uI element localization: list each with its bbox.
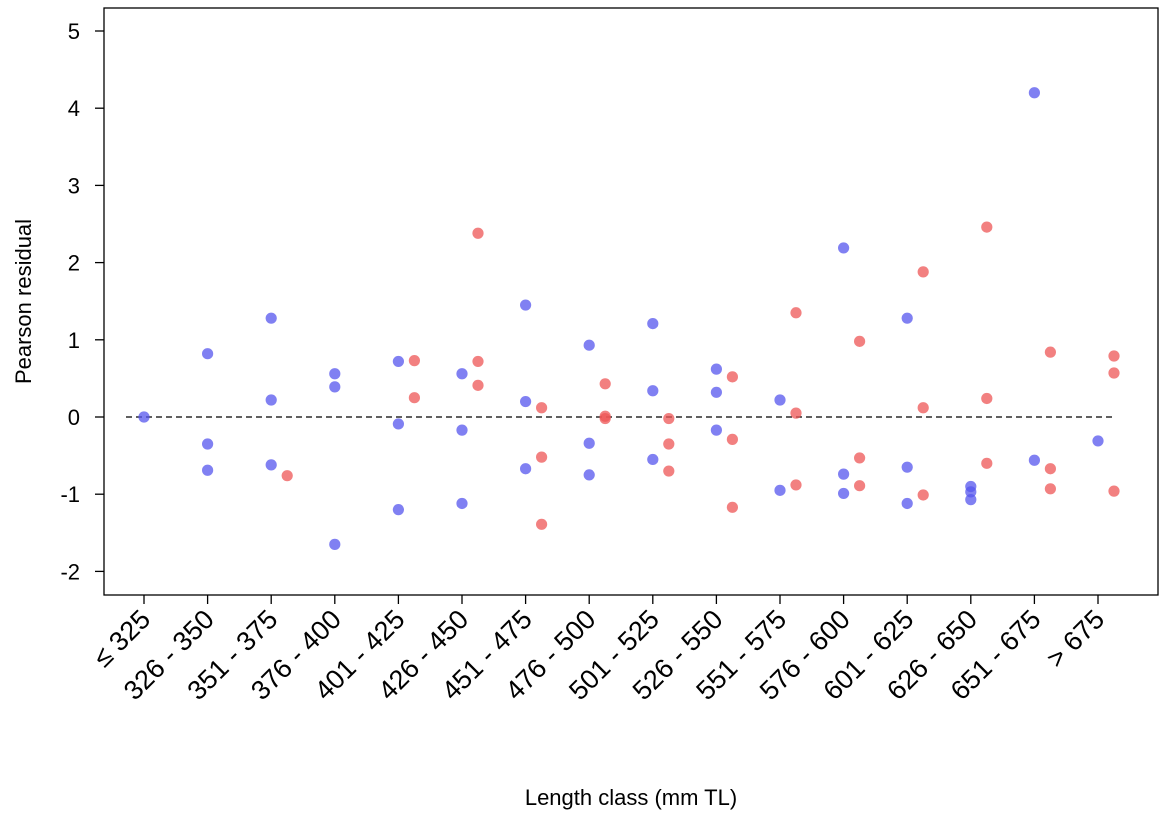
data-point [854, 452, 866, 464]
y-tick-label: 5 [68, 19, 80, 44]
data-point [536, 402, 548, 414]
y-axis: -2 -1 0 1 2 3 4 5 [60, 19, 104, 584]
data-point [265, 394, 277, 406]
data-point [663, 438, 675, 450]
data-point [583, 339, 595, 351]
y-tick-label: 2 [68, 251, 80, 276]
data-point [202, 348, 214, 360]
data-point [392, 355, 404, 368]
data-point [1028, 454, 1040, 466]
data-point [456, 497, 468, 510]
data-point [981, 457, 993, 469]
data-point [472, 379, 484, 391]
data-point [520, 299, 532, 311]
data-point [392, 504, 404, 516]
data-point [981, 221, 993, 233]
data-point [1108, 350, 1120, 362]
data-point [1044, 463, 1056, 475]
data-point [901, 461, 913, 473]
data-point [981, 392, 993, 405]
plot-frame [103, 7, 1159, 596]
data-point [456, 368, 468, 380]
data-point [917, 489, 929, 501]
data-point [265, 312, 277, 324]
data-point [663, 412, 675, 425]
y-tick-label: -2 [60, 559, 80, 584]
data-point [710, 424, 723, 436]
data-point [1108, 367, 1120, 379]
data-point [790, 407, 802, 419]
data-point [1044, 346, 1056, 358]
data-point [329, 381, 341, 393]
data-point [1044, 483, 1056, 495]
data-point [265, 459, 277, 471]
data-point [520, 463, 532, 475]
data-point [408, 355, 420, 367]
data-point [599, 412, 611, 425]
data-point [965, 486, 977, 498]
data-point [1092, 435, 1104, 447]
y-tick-label: 1 [68, 328, 80, 353]
data-point [774, 394, 786, 406]
data-point [726, 433, 739, 445]
data-point [583, 437, 595, 449]
data-point [536, 451, 548, 463]
y-axis-title: Pearson residual [11, 219, 36, 384]
data-point [647, 385, 659, 397]
data-point [838, 242, 850, 254]
y-tick-label: -1 [60, 482, 80, 507]
data-point [138, 411, 150, 423]
data-point [790, 307, 802, 319]
data-points [138, 87, 1120, 550]
data-point [599, 378, 611, 390]
data-point [472, 355, 484, 368]
data-point [329, 368, 341, 380]
data-point [854, 335, 866, 347]
data-point [663, 465, 675, 477]
data-point [536, 518, 548, 530]
data-point [774, 484, 786, 496]
x-tick-label: > 675 [1041, 604, 1111, 674]
y-tick-label: 0 [68, 405, 80, 430]
data-point [1028, 87, 1040, 99]
data-point [710, 386, 723, 398]
data-point [726, 501, 739, 513]
data-point [202, 438, 214, 450]
data-point [854, 480, 866, 492]
data-point [583, 469, 595, 481]
data-point [1108, 485, 1120, 497]
data-point [408, 392, 420, 404]
data-point [647, 453, 659, 466]
data-point [838, 468, 850, 480]
data-point [710, 363, 723, 375]
data-point [965, 494, 977, 506]
data-point [520, 395, 532, 408]
data-point [790, 479, 802, 491]
data-point [838, 487, 850, 500]
data-point [329, 538, 341, 550]
data-point [456, 424, 468, 436]
data-point [472, 227, 484, 239]
data-point [202, 464, 214, 476]
data-point [726, 371, 739, 383]
x-axis-title: Length class (mm TL) [525, 785, 737, 810]
y-tick-label: 3 [68, 173, 80, 198]
data-point [647, 317, 659, 330]
data-point [917, 266, 929, 278]
data-point [901, 497, 913, 510]
data-point [392, 418, 404, 430]
data-point [281, 470, 293, 482]
data-point [917, 402, 929, 414]
y-tick-label: 4 [68, 96, 80, 121]
data-point [901, 312, 913, 324]
